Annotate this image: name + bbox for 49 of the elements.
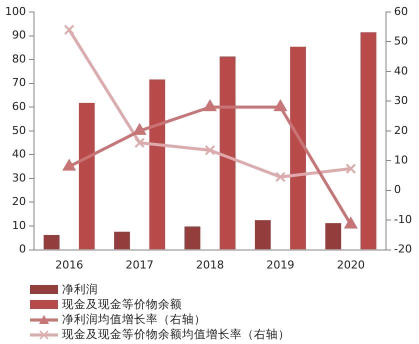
y2-tick-label: 50 [394, 34, 408, 48]
bar [184, 226, 200, 250]
point [344, 218, 358, 229]
y-tick-label: 50 [12, 124, 26, 137]
point [346, 163, 356, 174]
y-tick-label: 20 [12, 195, 26, 208]
legend-label: 现金及现金等价物余额 [62, 297, 182, 312]
bar [149, 80, 166, 250]
y2-tick-label: -10 [394, 212, 412, 226]
bar [290, 46, 306, 250]
bar [114, 232, 130, 250]
bar [325, 223, 342, 250]
y-tick-label: 100 [4, 4, 26, 18]
point [204, 144, 216, 156]
point [274, 100, 287, 112]
y-tick-label: 0 [18, 242, 26, 256]
x-tick-label: 2017 [126, 258, 154, 272]
y-tick-label: 90 [12, 28, 26, 42]
y2-tick-label: 0 [394, 183, 402, 196]
bar [220, 56, 236, 250]
legend-label: 净利润 [62, 282, 98, 297]
y2-tick-label: -20 [394, 242, 412, 256]
point [63, 160, 76, 171]
point [275, 172, 286, 182]
y2-tick-label: 20 [394, 124, 408, 137]
y-tick-label: 40 [12, 148, 26, 161]
y2-tick-label: 30 [394, 94, 408, 108]
point [64, 24, 74, 36]
x-tick-label: 2016 [55, 258, 84, 272]
x-tick-label: 2018 [196, 258, 224, 272]
x-tick-label: 2020 [336, 258, 365, 272]
y2-tick-label: 60 [394, 4, 408, 18]
bar [44, 235, 60, 250]
legend-label: 现金及现金等价物余额均值增长率（右轴） [62, 327, 290, 342]
y-tick-label: 70 [12, 76, 26, 90]
point [134, 138, 145, 148]
y-tick-label: 10 [12, 218, 26, 232]
bar [360, 32, 376, 250]
bar [78, 102, 95, 250]
y-tick-label: 30 [12, 171, 26, 184]
bar [254, 220, 271, 250]
y-tick-label: 80 [12, 52, 26, 66]
x-tick-label: 2019 [266, 258, 294, 272]
y-tick-label: 60 [12, 100, 26, 113]
y2-tick-label: 10 [394, 153, 408, 166]
y2-tick-label: 40 [394, 64, 408, 78]
point [204, 100, 216, 112]
legend-label: 净利润均值增长率（右轴） [62, 312, 206, 327]
point [133, 124, 146, 135]
